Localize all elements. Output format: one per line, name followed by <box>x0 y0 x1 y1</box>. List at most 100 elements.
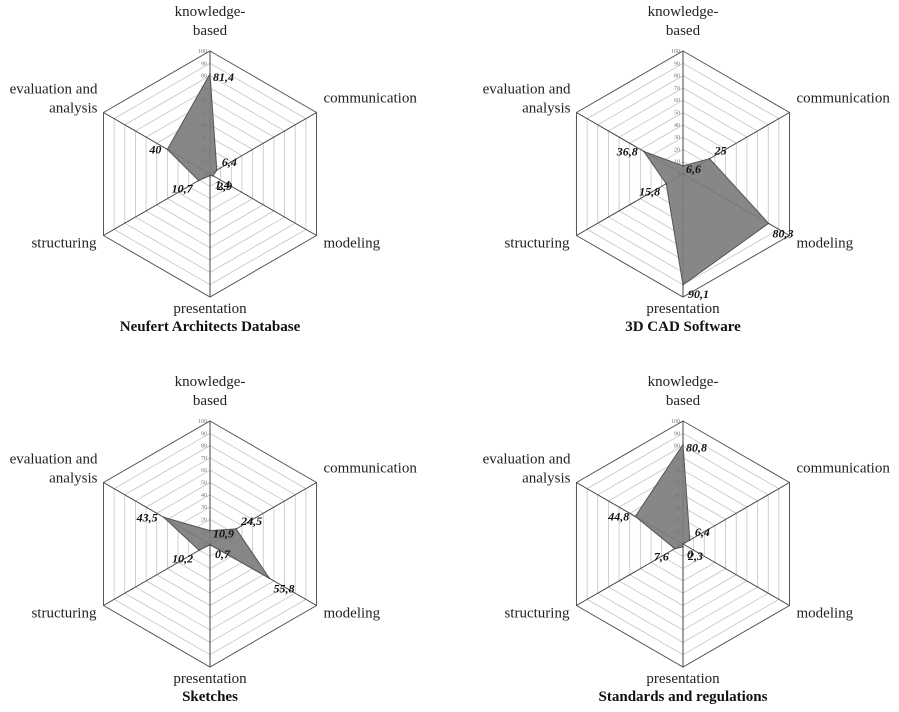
data-point <box>209 544 211 546</box>
data-area <box>634 443 691 550</box>
axis-spoke <box>682 543 790 606</box>
axis-spoke <box>209 112 317 175</box>
axis-spoke <box>576 173 684 236</box>
tick-label: 0 <box>677 172 680 178</box>
tick-label: 50 <box>674 111 680 117</box>
tick-label: 90 <box>201 61 207 67</box>
tick-label: 50 <box>201 481 207 487</box>
tick-label: 70 <box>201 86 207 92</box>
tick-label: 30 <box>674 505 680 511</box>
tick-label: 20 <box>674 147 680 153</box>
data-point <box>643 150 645 153</box>
tick-label: 0 <box>677 542 680 548</box>
data-label: 40 <box>148 142 161 156</box>
tick-label: 80 <box>674 74 680 80</box>
tick-label: 70 <box>674 86 680 92</box>
axis-label: analysis <box>522 101 570 117</box>
axis-label: based <box>666 23 701 39</box>
data-label: 6,4 <box>222 155 237 169</box>
data-label: 7,6 <box>654 550 669 564</box>
tick-label: 40 <box>674 123 680 129</box>
data-label: 10,2 <box>172 551 193 565</box>
chart-title: 3D CAD Software <box>625 319 741 335</box>
tick-label: 30 <box>201 505 207 511</box>
data-label: 55,8 <box>273 581 294 595</box>
axis-label: structuring <box>31 236 96 252</box>
tick-label: 70 <box>201 456 207 462</box>
tick-label: 80 <box>201 74 207 80</box>
radar-chart-4: 0 10 20 30 40 50 60 70 80 90 100 knowledge-based com… <box>483 374 891 705</box>
chart-title: Neufert Architects Database <box>120 319 301 335</box>
tick-label: 60 <box>201 468 207 474</box>
data-point <box>209 174 211 177</box>
data-label: 80,8 <box>686 441 707 455</box>
data-point <box>682 543 684 545</box>
data-label: 24,5 <box>240 514 262 528</box>
axis-spoke <box>209 173 317 236</box>
axis-label: communication <box>324 91 418 107</box>
tick-label: 40 <box>201 123 207 129</box>
chart-title: Standards and regulations <box>599 689 768 705</box>
axis-label: presentation <box>646 671 720 687</box>
radar-chart-3: 0 10 20 30 40 50 60 70 80 90 100 knowledge-based com… <box>10 374 418 705</box>
data-label: 80,3 <box>773 226 794 240</box>
data-point <box>689 539 691 541</box>
axis-label: modeling <box>324 606 381 622</box>
axis-label: communication <box>797 91 891 107</box>
axis-label: communication <box>797 461 891 477</box>
tick-label: 20 <box>674 517 680 523</box>
tick-label: 80 <box>201 444 207 450</box>
tick-label: 90 <box>674 61 680 67</box>
data-area <box>642 150 770 286</box>
data-label: 81,4 <box>213 70 234 84</box>
tick-label: 80 <box>674 444 680 450</box>
data-label: 43,5 <box>136 510 158 524</box>
tick-label: 50 <box>674 481 680 487</box>
data-label: 44,8 <box>607 509 629 523</box>
tick-label: 90 <box>201 431 207 437</box>
chart-title: Sketches <box>182 689 238 705</box>
axis-spoke <box>103 543 211 606</box>
axis-label: structuring <box>504 606 569 622</box>
axis-label: modeling <box>797 236 854 252</box>
tick-label: 60 <box>674 98 680 104</box>
axis-label: presentation <box>173 671 247 687</box>
axis-label: modeling <box>797 606 854 622</box>
axis-label: modeling <box>324 236 381 252</box>
tick-label: 10 <box>674 160 680 166</box>
data-point <box>235 528 237 530</box>
data-label: 10,7 <box>172 182 194 196</box>
axis-label: communication <box>324 461 418 477</box>
axis-label: based <box>666 393 701 409</box>
data-point <box>212 174 214 177</box>
data-label: 36,8 <box>616 144 638 158</box>
data-area <box>166 72 218 182</box>
tick-label: 20 <box>201 147 207 153</box>
axis-label: structuring <box>31 606 96 622</box>
axis-label: evaluation and <box>10 82 98 98</box>
data-point <box>268 577 271 580</box>
data-point <box>166 148 169 151</box>
data-point <box>682 284 684 286</box>
axis-label: structuring <box>504 236 569 252</box>
radar-grid <box>575 420 791 668</box>
tick-label: 100 <box>198 49 207 55</box>
axis-spoke <box>103 173 211 236</box>
axis-label: evaluation and <box>483 82 571 98</box>
data-label: 1,4 <box>215 178 230 192</box>
axis-label: knowledge- <box>175 4 246 20</box>
data-point <box>209 73 211 75</box>
axis-label: based <box>193 23 228 39</box>
axis-label: based <box>193 393 228 409</box>
data-point <box>634 515 637 518</box>
axis-spoke <box>576 543 684 606</box>
tick-label: 90 <box>674 431 680 437</box>
axis-label: evaluation and <box>483 452 571 468</box>
tick-label: 0 <box>204 542 207 548</box>
tick-label: 40 <box>674 493 680 499</box>
data-point <box>708 157 711 160</box>
tick-label: 10 <box>201 530 207 536</box>
axis-label: analysis <box>522 471 570 487</box>
tick-label: 70 <box>674 456 680 462</box>
